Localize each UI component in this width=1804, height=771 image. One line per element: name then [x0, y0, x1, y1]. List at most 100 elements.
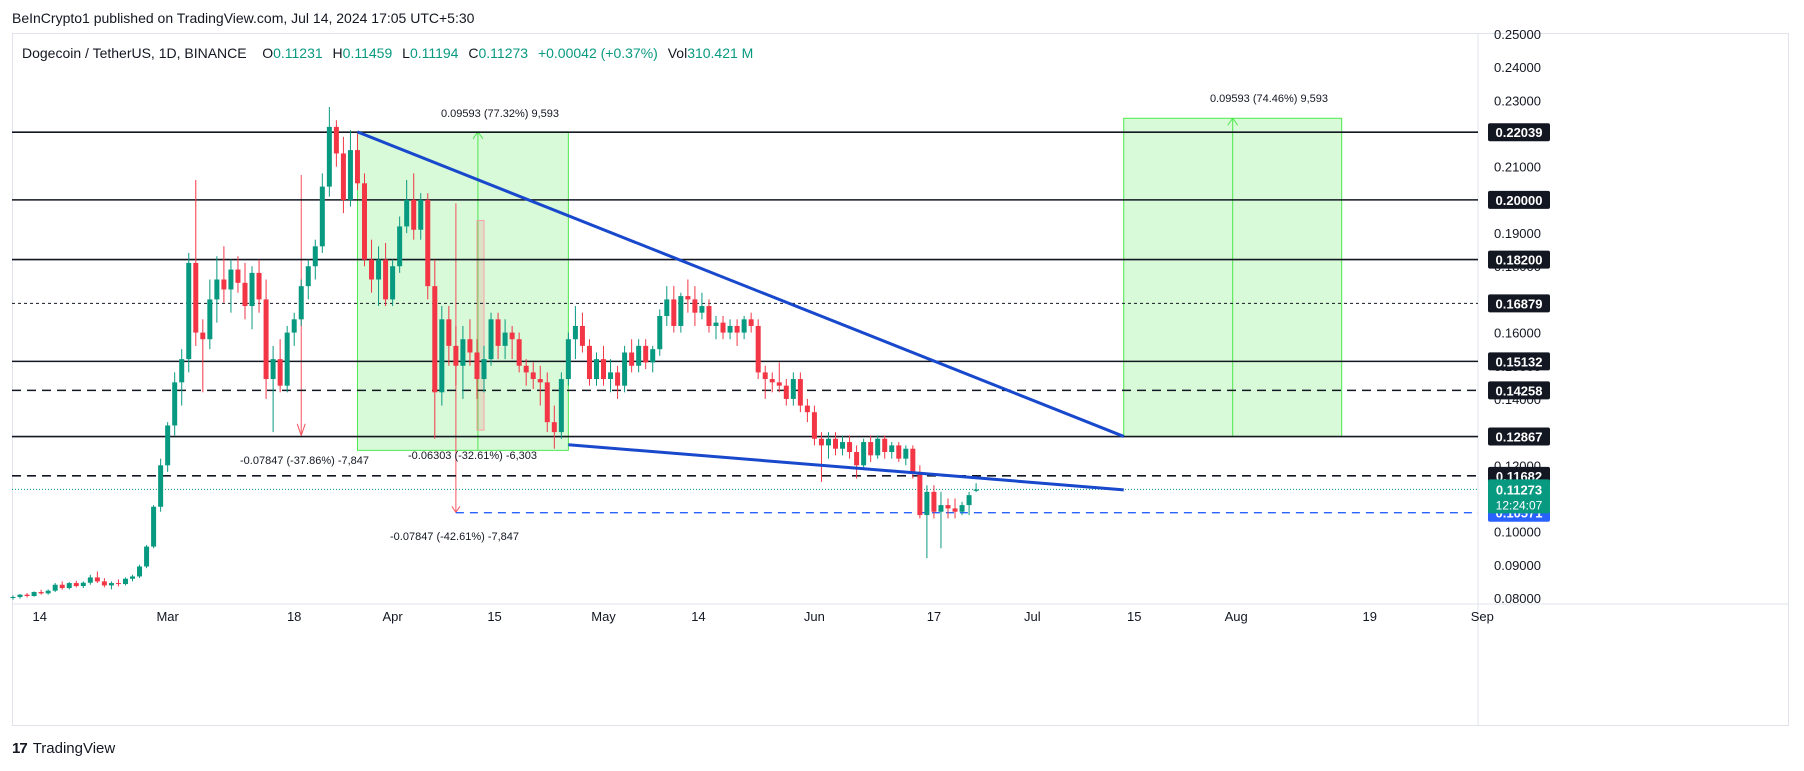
- candle-body: [601, 359, 607, 380]
- x-tick-label: Apr: [383, 609, 404, 624]
- candle-body: [530, 372, 536, 380]
- candle-body: [453, 345, 459, 366]
- candle-body: [713, 322, 719, 326]
- candle-body: [692, 299, 698, 313]
- candle-body: [502, 332, 508, 346]
- level-price-label: 0.14258: [1496, 383, 1543, 398]
- measure-box-1: [356, 131, 569, 451]
- candle-body: [657, 316, 663, 350]
- candle-body: [840, 442, 846, 449]
- y-tick-label: 0.19000: [1494, 226, 1541, 241]
- candle-body: [481, 359, 487, 380]
- x-tick-label: 15: [487, 609, 501, 624]
- candle-body: [769, 379, 775, 383]
- y-tick-label: 0.08000: [1494, 591, 1541, 606]
- candle-body: [24, 594, 30, 597]
- x-tick-label: Jun: [804, 609, 825, 624]
- candle-body: [369, 259, 375, 280]
- candle-body: [52, 584, 58, 591]
- candle-body: [256, 272, 262, 300]
- symbol-name[interactable]: Dogecoin / TetherUS, 1D, BINANCE: [22, 45, 247, 61]
- candle-body: [741, 319, 747, 333]
- tradingview-brand[interactable]: TradingView: [32, 740, 116, 757]
- level-price-tag: [1488, 352, 1550, 371]
- trendline-upper: [356, 130, 1125, 438]
- candle-body: [544, 382, 550, 423]
- candle-body: [565, 339, 571, 380]
- red-measure-box-2: [476, 219, 485, 431]
- x-tick-label: 15: [1127, 609, 1141, 624]
- candle-body: [326, 126, 332, 187]
- candle-body: [825, 438, 831, 446]
- level-price-tag: [1488, 250, 1550, 269]
- candle-body: [959, 505, 965, 512]
- trendline-lower: [568, 443, 1124, 492]
- volume-value: 310.421 M: [687, 45, 754, 61]
- candle-body: [579, 325, 585, 346]
- y-tick-label: 0.21000: [1494, 160, 1541, 175]
- candle-body: [122, 578, 128, 585]
- candle-body: [45, 590, 51, 594]
- candle-body: [467, 339, 473, 353]
- candle-body: [101, 581, 107, 586]
- symbol-legend: Dogecoin / TetherUS, 1D, BINANCE O0.1123…: [22, 45, 759, 61]
- candle-body: [586, 345, 592, 380]
- measure-arrowhead-2: [1227, 117, 1239, 126]
- level-price-tag: [1488, 190, 1550, 209]
- candle-body: [460, 339, 466, 366]
- level-price-tag: [1488, 294, 1550, 313]
- change-value: +0.00042 (+0.37%): [537, 45, 658, 61]
- candle-body: [755, 325, 761, 373]
- candle-body: [720, 322, 726, 333]
- candle-body: [797, 379, 803, 406]
- candle-body: [875, 438, 881, 456]
- candle-body: [354, 150, 360, 184]
- low-label: L: [402, 45, 410, 61]
- candle-body: [38, 592, 44, 594]
- candle-body: [861, 442, 867, 466]
- candle-body: [270, 359, 276, 380]
- candle-body: [818, 438, 824, 446]
- measure-label-down-3: -0.07847 (-42.61%) -7,847: [390, 531, 519, 543]
- candle-body: [446, 319, 452, 346]
- candle-body: [966, 495, 972, 506]
- x-tick-label: Jul: [1024, 609, 1041, 624]
- tradingview-logo-icon[interactable]: 17: [12, 740, 28, 757]
- x-tick-label: May: [591, 609, 616, 624]
- candle-body: [952, 508, 958, 512]
- level-price-label: 0.20000: [1496, 193, 1543, 208]
- candle-body: [973, 489, 979, 491]
- candle-body: [193, 262, 199, 333]
- candle-body: [615, 372, 621, 386]
- candle-body: [263, 299, 269, 380]
- candle-body: [31, 592, 37, 597]
- y-tick-label: 0.09000: [1494, 558, 1541, 573]
- candle-body: [277, 359, 283, 386]
- candle-body: [305, 266, 311, 287]
- candle-body: [833, 438, 839, 449]
- candle-body: [622, 352, 628, 386]
- x-tick-label: 19: [1363, 609, 1377, 624]
- y-tick-label: 0.25000: [1494, 27, 1541, 42]
- candle-body: [319, 186, 325, 247]
- candle-body: [66, 583, 72, 589]
- candle-body: [636, 345, 642, 366]
- volume-label: Vol: [667, 45, 688, 61]
- measure-label-up-1: 0.09593 (77.32%) 9,593: [441, 108, 559, 120]
- candle-body: [924, 491, 930, 516]
- level-price-tag: [1488, 123, 1550, 142]
- candle-body: [847, 442, 853, 453]
- candle-body: [17, 594, 23, 598]
- candle-body: [186, 262, 192, 360]
- y-tick-label: 0.10000: [1494, 525, 1541, 540]
- candle-body: [889, 445, 895, 453]
- candle-body: [734, 325, 740, 333]
- candle-body: [917, 471, 923, 516]
- candle-body: [551, 422, 557, 433]
- candle-body: [671, 299, 677, 326]
- candle-body: [376, 259, 382, 280]
- high-label: H: [332, 45, 343, 61]
- candle-body: [509, 332, 515, 340]
- candle-body: [931, 491, 937, 512]
